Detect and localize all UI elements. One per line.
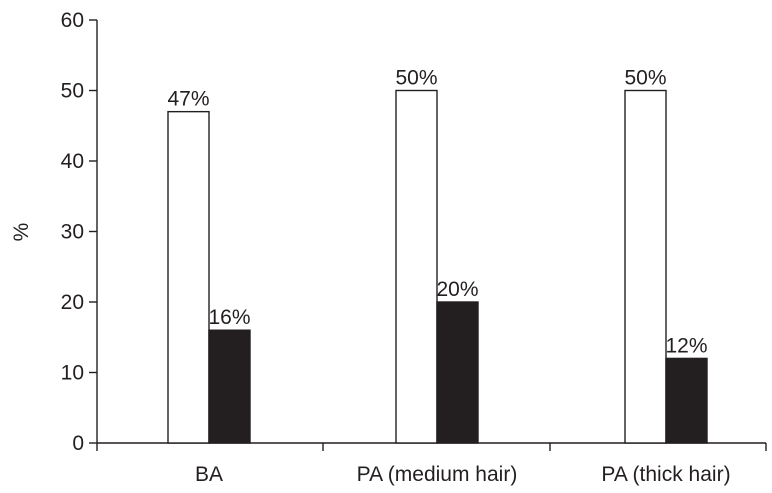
bar-data-label: 50% [624,67,666,90]
y-tick-label: 10 [61,362,84,385]
bar-data-label: 12% [665,334,707,357]
y-tick-label: 0 [72,432,84,455]
bar-data-label: 50% [395,67,437,90]
bar-white [395,89,438,444]
y-tick-label: 20 [61,291,84,314]
bar-black [436,301,479,444]
y-tick-label: 40 [61,150,84,173]
bar-data-label: 20% [436,278,478,301]
bar-labels: 47% 16% 50% 20% 50% 12% [167,67,707,358]
y-tick-label: 50 [61,80,84,103]
y-axis-label: % [10,223,33,242]
y-axis: 0 10 20 30 40 50 60 [61,9,98,455]
bar-black [665,357,708,444]
bar-white [167,110,210,444]
bars [167,89,708,444]
x-category-label: PA (thick hair) [601,463,730,486]
bar-white [624,89,667,444]
y-tick-label: 30 [61,221,84,244]
x-axis: BA PA (medium hair) PA (thick hair) [96,442,767,486]
x-category-label: PA (medium hair) [357,463,518,486]
bar-data-label: 16% [208,306,250,329]
x-category-label: BA [195,463,223,486]
bar-black [208,329,251,444]
y-tick-label: 60 [61,9,84,32]
bar-data-label: 47% [167,88,209,111]
